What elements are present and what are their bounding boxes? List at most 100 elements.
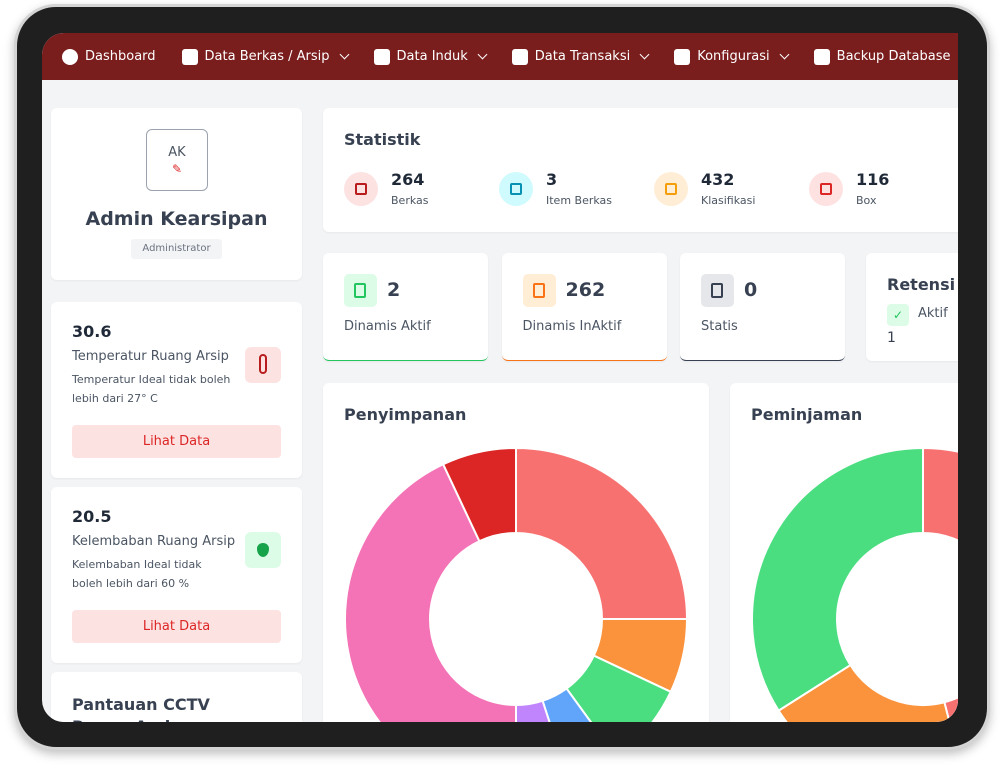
chart-title: Penyimpanan bbox=[344, 405, 467, 424]
nav-icon bbox=[511, 48, 528, 65]
cctv-title: Pantauan CCTV Ruang Arsip bbox=[72, 695, 210, 722]
statistik-title: Statistik bbox=[344, 130, 421, 149]
nav-item[interactable]: Konfigurasi bbox=[674, 48, 790, 65]
status-card: 2 Dinamis Aktif bbox=[323, 253, 488, 361]
stat-label: Berkas bbox=[391, 194, 429, 207]
stat-icon bbox=[809, 172, 843, 206]
profile-role: Administrator bbox=[131, 239, 222, 259]
initials: AK bbox=[168, 145, 186, 160]
chevron bbox=[639, 49, 650, 60]
stat-value: 432 bbox=[701, 170, 735, 189]
nav-icon bbox=[373, 48, 390, 65]
sensor-value: 30.6 bbox=[72, 322, 112, 341]
avatar[interactable]: AK ✎ bbox=[146, 129, 208, 191]
drop-icon bbox=[245, 532, 281, 568]
sensor-title: Kelembaban Ruang Arsip bbox=[72, 534, 236, 549]
donut-segment[interactable] bbox=[750, 446, 924, 713]
retensi-title: Retensi H bbox=[887, 275, 958, 294]
cctv-card: Pantauan CCTV Ruang Arsip bbox=[51, 672, 302, 722]
nav-icon bbox=[674, 48, 691, 65]
donut-segment[interactable] bbox=[515, 446, 689, 620]
stat-value: 116 bbox=[856, 170, 890, 189]
nav-icon bbox=[813, 48, 830, 65]
statistik-card: Statistik 264 Berkas 3 Item Berkas 432 Klasif… bbox=[323, 108, 958, 232]
donut-segment[interactable] bbox=[565, 654, 673, 722]
stat-value: 3 bbox=[546, 170, 558, 189]
stat-icon bbox=[344, 172, 378, 206]
nav-label: Konfigurasi bbox=[697, 49, 770, 64]
sensor-card: 20.5 Kelembaban Ruang Arsip Kelembaban I… bbox=[51, 487, 302, 663]
chart-title: Peminjaman bbox=[751, 405, 863, 424]
donut-segment[interactable] bbox=[515, 699, 569, 722]
icon-glyph bbox=[510, 183, 522, 195]
view-button[interactable]: Lihat Data bbox=[72, 425, 281, 458]
stat-item: 432 Klasifikasi bbox=[654, 170, 809, 210]
stat-item: 3 Item Berkas bbox=[499, 170, 654, 210]
status-card: 0 Statis bbox=[680, 253, 845, 361]
nav-item[interactable]: Data Berkas / Arsip bbox=[181, 48, 349, 65]
donut-segment[interactable] bbox=[922, 446, 958, 722]
status-value: 0 bbox=[744, 279, 758, 301]
status-label: Statis bbox=[701, 319, 738, 334]
thermo-icon bbox=[245, 347, 281, 383]
chevron bbox=[339, 49, 349, 60]
profile-card: AK ✎ Admin Kearsipan Administrator bbox=[51, 108, 302, 280]
stat-value: 264 bbox=[391, 170, 425, 189]
retensi-label: Aktif bbox=[918, 306, 948, 321]
profile-name: Admin Kearsipan bbox=[85, 208, 268, 230]
sensor-note: Temperatur Ideal tidak boleh lebih dari … bbox=[72, 373, 231, 405]
nav-label: Data Berkas / Arsip bbox=[204, 49, 330, 64]
sensor-note: Kelembaban Ideal tidak boleh lebih dari … bbox=[72, 558, 202, 590]
status-value: 2 bbox=[387, 279, 401, 301]
sensor-title: Temperatur Ruang Arsip bbox=[72, 349, 229, 364]
nav-item[interactable]: Data Induk bbox=[373, 48, 488, 65]
donut-chart bbox=[750, 446, 958, 722]
nav-label: Dashboard bbox=[85, 49, 156, 64]
donut-segment[interactable] bbox=[541, 687, 617, 722]
status-value: 262 bbox=[565, 279, 606, 301]
retensi-value: 1 bbox=[887, 330, 896, 346]
sensor-card: 30.6 Temperatur Ruang Arsip Temperatur I… bbox=[51, 302, 302, 478]
status-card: 262 Dinamis InAktif bbox=[501, 253, 667, 361]
nav-item[interactable]: Dashboard bbox=[62, 48, 156, 65]
chart-card: Penyimpanan bbox=[323, 383, 709, 722]
nav-label: Backup Database bbox=[836, 49, 951, 64]
status-label: Dinamis Aktif bbox=[344, 319, 431, 334]
stat-item: 116 Box bbox=[809, 170, 958, 210]
donut-segment[interactable] bbox=[777, 663, 958, 722]
screen: Dashboard Data Berkas / Arsip Data Induk Da… bbox=[42, 33, 958, 722]
nav-label: Data Induk bbox=[396, 49, 468, 64]
check-icon: ✓ bbox=[887, 304, 909, 326]
chart-card: Peminjaman bbox=[730, 383, 958, 722]
stat-label: Item Berkas bbox=[546, 194, 613, 207]
retensi-card: Retensi H ✓ Aktif 1 bbox=[866, 253, 958, 361]
nav-item[interactable]: Backup Database bbox=[813, 48, 951, 65]
status-label: Dinamis InAktif bbox=[522, 319, 622, 334]
icon-glyph bbox=[820, 183, 832, 195]
icon-glyph bbox=[711, 283, 723, 298]
chevron bbox=[779, 49, 790, 60]
status-icon bbox=[522, 274, 556, 307]
stat-label: Klasifikasi bbox=[701, 194, 756, 207]
icon-glyph bbox=[354, 283, 366, 298]
stat-icon bbox=[499, 172, 533, 206]
nav-icon bbox=[181, 48, 198, 65]
donut-segment[interactable] bbox=[441, 446, 517, 543]
nav-label: Data Transaksi bbox=[534, 49, 631, 64]
status-icon bbox=[701, 274, 734, 307]
sensor-value: 20.5 bbox=[72, 507, 112, 526]
donut-chart bbox=[343, 446, 689, 722]
status-icon bbox=[344, 274, 377, 307]
icon-glyph bbox=[532, 283, 545, 298]
stat-label: Box bbox=[856, 194, 877, 207]
icon-glyph bbox=[355, 183, 367, 195]
stat-item: 264 Berkas bbox=[344, 170, 499, 210]
icon-glyph bbox=[665, 183, 677, 195]
chevron bbox=[477, 49, 488, 60]
nav-item[interactable]: Data Transaksi bbox=[511, 48, 650, 65]
stat-icon bbox=[654, 172, 688, 206]
navbar: Dashboard Data Berkas / Arsip Data Induk Da… bbox=[42, 33, 958, 80]
nav-icon bbox=[62, 48, 78, 65]
view-button[interactable]: Lihat Data bbox=[72, 610, 281, 643]
